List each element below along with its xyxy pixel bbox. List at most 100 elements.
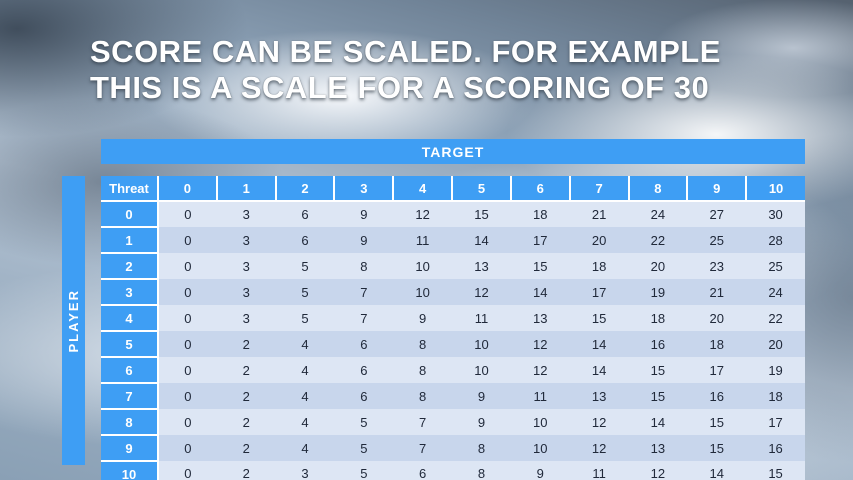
score-cell: 9 bbox=[452, 409, 511, 435]
score-cell: 24 bbox=[628, 201, 688, 227]
score-cell: 14 bbox=[628, 409, 688, 435]
player-row-header: 2 bbox=[101, 252, 159, 279]
score-cell: 10 bbox=[393, 253, 453, 279]
target-col-header: 4 bbox=[392, 176, 453, 202]
score-cell: 10 bbox=[510, 409, 570, 435]
score-cell: 12 bbox=[510, 331, 570, 357]
target-header: TARGET bbox=[101, 139, 805, 164]
score-cell: 13 bbox=[628, 435, 688, 461]
player-row-header: 10 bbox=[101, 460, 159, 480]
score-cell: 13 bbox=[452, 253, 511, 279]
player-row-header: 7 bbox=[101, 382, 159, 409]
player-row-header: 3 bbox=[101, 278, 159, 305]
score-cell: 17 bbox=[687, 357, 747, 383]
score-cell: 6 bbox=[393, 461, 453, 480]
score-cell: 13 bbox=[569, 383, 629, 409]
score-cell: 7 bbox=[334, 279, 394, 305]
score-cell: 9 bbox=[334, 201, 394, 227]
score-cell: 22 bbox=[628, 227, 688, 253]
score-cell: 11 bbox=[510, 383, 570, 409]
score-cell: 0 bbox=[158, 253, 217, 279]
score-cell: 21 bbox=[687, 279, 747, 305]
score-cell: 0 bbox=[158, 435, 217, 461]
score-cell: 20 bbox=[746, 331, 805, 357]
score-cell: 18 bbox=[569, 253, 629, 279]
score-cell: 2 bbox=[216, 383, 276, 409]
score-cell: 2 bbox=[216, 331, 276, 357]
score-cell: 8 bbox=[334, 253, 394, 279]
score-cell: 8 bbox=[452, 435, 511, 461]
score-cell: 5 bbox=[275, 279, 335, 305]
score-cell: 10 bbox=[393, 279, 453, 305]
score-cell: 15 bbox=[628, 383, 688, 409]
score-cell: 12 bbox=[569, 409, 629, 435]
table-row: 0 0 3 6 9 12 15 18 21 24 27 30 bbox=[101, 200, 805, 227]
target-col-header: 0 bbox=[157, 176, 217, 202]
score-cell: 18 bbox=[510, 201, 570, 227]
table-row: 7 0 2 4 6 8 9 11 13 15 16 18 bbox=[101, 382, 805, 409]
score-cell: 15 bbox=[628, 357, 688, 383]
score-cell: 2 bbox=[216, 357, 276, 383]
score-cell: 21 bbox=[569, 201, 629, 227]
table-row: 1 0 3 6 9 11 14 17 20 22 25 28 bbox=[101, 226, 805, 253]
score-cell: 25 bbox=[687, 227, 747, 253]
score-cell: 11 bbox=[393, 227, 453, 253]
player-header: PLAYER bbox=[62, 176, 85, 465]
score-cell: 6 bbox=[275, 201, 335, 227]
score-cell: 23 bbox=[687, 253, 747, 279]
score-cell: 25 bbox=[746, 253, 805, 279]
score-cell: 5 bbox=[275, 305, 335, 331]
score-cell: 5 bbox=[275, 253, 335, 279]
score-cell: 2 bbox=[216, 435, 276, 461]
score-cell: 16 bbox=[628, 331, 688, 357]
score-cell: 6 bbox=[275, 227, 335, 253]
score-cell: 3 bbox=[216, 201, 276, 227]
score-cell: 12 bbox=[452, 279, 511, 305]
target-header-label: TARGET bbox=[421, 143, 485, 160]
score-cell: 5 bbox=[334, 435, 394, 461]
score-cell: 15 bbox=[687, 409, 747, 435]
score-cell: 4 bbox=[275, 409, 335, 435]
score-cell: 17 bbox=[569, 279, 629, 305]
score-cell: 2 bbox=[216, 461, 276, 480]
title-line-2: THIS IS A SCALE FOR A SCORING OF 30 bbox=[90, 70, 710, 105]
score-cell: 9 bbox=[334, 227, 394, 253]
score-cell: 0 bbox=[158, 279, 217, 305]
target-col-header: 5 bbox=[451, 176, 511, 202]
score-cell: 4 bbox=[275, 357, 335, 383]
score-cell: 20 bbox=[628, 253, 688, 279]
player-row-header: 9 bbox=[101, 434, 159, 461]
score-cell: 6 bbox=[334, 331, 394, 357]
table-row: 10 0 2 3 5 6 8 9 11 12 14 15 bbox=[101, 460, 805, 480]
score-cell: 28 bbox=[746, 227, 805, 253]
score-cell: 11 bbox=[452, 305, 511, 331]
score-cell: 8 bbox=[452, 461, 511, 480]
score-cell: 14 bbox=[569, 331, 629, 357]
score-cell: 0 bbox=[158, 331, 217, 357]
score-cell: 4 bbox=[275, 331, 335, 357]
score-cell: 4 bbox=[275, 435, 335, 461]
score-cell: 8 bbox=[393, 331, 453, 357]
target-col-header: 6 bbox=[509, 176, 570, 202]
player-row-header: 8 bbox=[101, 408, 159, 435]
score-cell: 3 bbox=[275, 461, 335, 480]
score-cell: 15 bbox=[569, 305, 629, 331]
target-col-header: 7 bbox=[568, 176, 629, 202]
score-cell: 19 bbox=[628, 279, 688, 305]
table-row: 9 0 2 4 5 7 8 10 12 13 15 16 bbox=[101, 434, 805, 461]
score-cell: 17 bbox=[746, 409, 805, 435]
score-cell: 4 bbox=[275, 383, 335, 409]
score-cell: 14 bbox=[687, 461, 747, 480]
score-cell: 13 bbox=[510, 305, 570, 331]
score-cell: 9 bbox=[393, 305, 453, 331]
score-cell: 3 bbox=[216, 279, 276, 305]
score-cell: 30 bbox=[746, 201, 805, 227]
score-cell: 22 bbox=[746, 305, 805, 331]
target-col-header: 9 bbox=[686, 176, 747, 202]
score-cell: 5 bbox=[334, 461, 394, 480]
score-cell: 18 bbox=[687, 331, 747, 357]
score-cell: 9 bbox=[452, 383, 511, 409]
score-cell: 2 bbox=[216, 409, 276, 435]
score-cell: 0 bbox=[158, 227, 217, 253]
